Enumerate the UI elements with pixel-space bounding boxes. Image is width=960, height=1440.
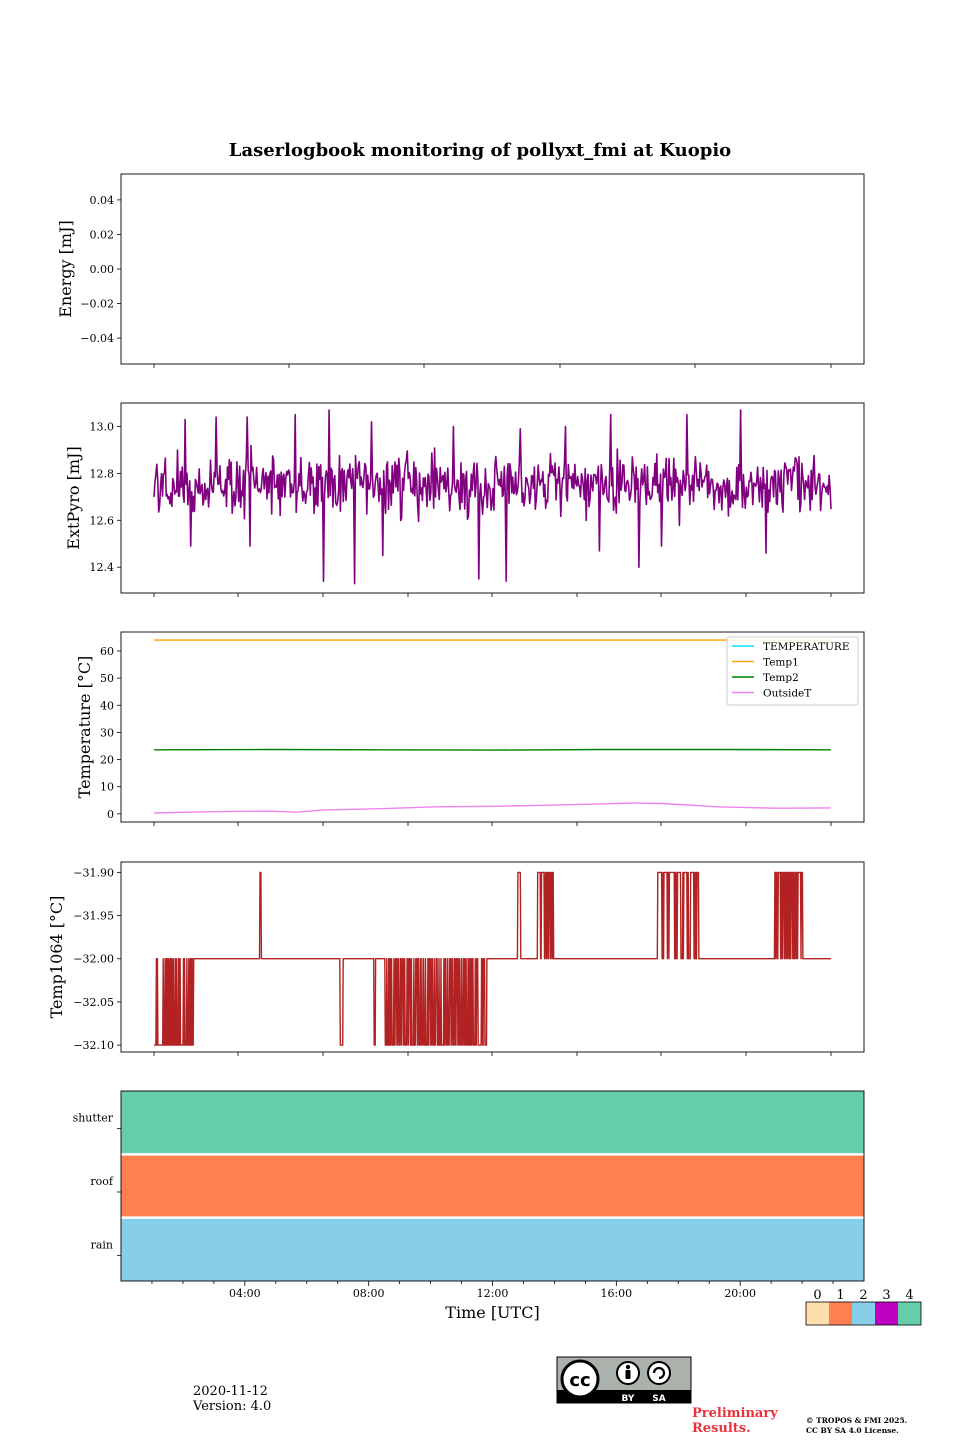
by-person-head xyxy=(625,1364,631,1370)
page-title: Laserlogbook monitoring of pollyxt_fmi a… xyxy=(228,140,732,161)
cc-circle-icon xyxy=(560,1359,600,1399)
y-tick-label: 30 xyxy=(100,726,114,739)
y-tick-label: −0.04 xyxy=(80,332,114,345)
y-tick-label: −0.02 xyxy=(80,298,114,311)
preliminary-line-1: Preliminary xyxy=(692,1406,778,1421)
status-band-roof xyxy=(121,1154,864,1218)
colorbar-tick-label: 4 xyxy=(905,1288,913,1303)
colorbar-tick-label: 3 xyxy=(882,1288,890,1303)
x-tick-label: 04:00 xyxy=(229,1287,261,1300)
y-axis-label: Energy [mJ] xyxy=(56,220,75,318)
panel-energy: 0.04 0.02 0.00 −0.02 −0.04 Energy [mJ] xyxy=(56,173,865,368)
legend-label: Temp2 xyxy=(763,672,799,684)
axes-frame xyxy=(120,173,865,365)
colorbar-swatch xyxy=(829,1302,852,1325)
cc-by-sa-license-icon: cc BY SA xyxy=(556,1356,692,1404)
cc-letters: cc xyxy=(569,1370,590,1391)
y-axis-label: Temp1064 [°C] xyxy=(47,896,66,1019)
y-tick-label: 40 xyxy=(100,699,114,712)
y-tick-label: −32.00 xyxy=(73,953,114,966)
colorbar-tick-label: 2 xyxy=(859,1288,867,1303)
y-tick-label: 0.00 xyxy=(90,263,115,276)
legend-label: OutsideT xyxy=(763,688,811,700)
y-tick-label: 10 xyxy=(100,781,114,794)
y-axis-label: ExtPyro [mJ] xyxy=(64,446,83,549)
x-tick-label: 12:00 xyxy=(477,1287,509,1300)
series-line-outsidet xyxy=(153,802,832,814)
y-tick-label: roof xyxy=(90,1175,114,1188)
sa-share-icon xyxy=(647,1361,671,1385)
legend-box xyxy=(726,636,859,706)
y-tick-label: 20 xyxy=(100,754,114,767)
preliminary-note: Preliminary Results. xyxy=(692,1406,778,1436)
x-axis-label: Time [UTC] xyxy=(445,1303,539,1322)
series-line-extpyro xyxy=(153,409,832,585)
footer-date: 2020-11-12 xyxy=(193,1384,268,1399)
panel-extpyro: 13.0 12.8 12.6 12.4 ExtPyro [mJ] xyxy=(64,402,865,597)
preliminary-line-2: Results. xyxy=(692,1421,751,1436)
axes-frame xyxy=(120,631,865,823)
x-tick-label: 20:00 xyxy=(724,1287,756,1300)
y-tick-label: 0 xyxy=(107,808,114,821)
axes-frame xyxy=(120,861,865,1053)
colorbar-swatch xyxy=(806,1302,829,1325)
colorbar-swatch xyxy=(898,1302,921,1325)
footer-date-block: 2020-11-12 Version: 4.0 xyxy=(193,1384,271,1414)
axes-frame xyxy=(120,1090,865,1282)
y-tick-label: 12.6 xyxy=(90,514,115,527)
status-band-shutter xyxy=(121,1091,864,1155)
panel-status: shutter roof rain 04:00 08:00 12:00 16:00 20:00… xyxy=(73,1090,865,1322)
y-tick-label: 12.8 xyxy=(90,467,115,480)
y-tick-label: −31.95 xyxy=(73,910,114,923)
y-tick-label: shutter xyxy=(73,1112,114,1125)
y-tick-label: −31.90 xyxy=(73,866,114,879)
y-tick-label: −32.10 xyxy=(73,1039,114,1052)
copyright-line-1: © TROPOS & FMI 2025. xyxy=(806,1416,908,1425)
x-tick-label: 08:00 xyxy=(353,1287,385,1300)
series-line-temp2 xyxy=(153,748,832,751)
axes-frame xyxy=(120,402,865,594)
sa-arrow-arc xyxy=(652,1366,666,1380)
colorbar-swatch xyxy=(875,1302,898,1325)
y-tick-label: 0.02 xyxy=(90,228,115,241)
x-tick-label: 16:00 xyxy=(600,1287,632,1300)
badge-by-label: BY xyxy=(622,1394,635,1404)
series-line-temp1064 xyxy=(153,871,832,1046)
y-tick-label: rain xyxy=(91,1238,113,1251)
footer-version: Version: 4.0 xyxy=(193,1399,272,1414)
y-tick-label: 13.0 xyxy=(90,420,115,433)
colorbar-tick-label: 1 xyxy=(836,1288,844,1303)
legend-label: Temp1 xyxy=(763,657,799,669)
panel-temp1064: −31.90 −31.95 −32.00 −32.05 −32.10 Temp1064 [… xyxy=(47,861,865,1056)
panel-temperature: 60 50 40 30 20 10 0 Temperature [°C] TEMPERATURE… xyxy=(75,631,865,826)
by-person-body xyxy=(625,1370,631,1379)
badge-sa-label: SA xyxy=(652,1394,665,1404)
colorbar-swatch xyxy=(852,1302,875,1325)
copyright-line-2: CC BY SA 4.0 License. xyxy=(806,1426,899,1435)
y-tick-label: 60 xyxy=(100,645,114,658)
y-axis-label: Temperature [°C] xyxy=(75,656,94,799)
y-tick-label: −32.05 xyxy=(73,996,114,1009)
y-tick-label: 0.04 xyxy=(90,194,115,207)
y-tick-label: 12.4 xyxy=(90,561,115,574)
colorbar-frame xyxy=(805,1301,922,1326)
status-band-rain xyxy=(121,1217,864,1281)
colorbar-tick-label: 0 xyxy=(813,1288,821,1303)
copyright-note: © TROPOS & FMI 2025. CC BY SA 4.0 Licens… xyxy=(806,1416,907,1436)
legend-label: TEMPERATURE xyxy=(763,641,850,653)
y-tick-label: 50 xyxy=(100,672,114,685)
